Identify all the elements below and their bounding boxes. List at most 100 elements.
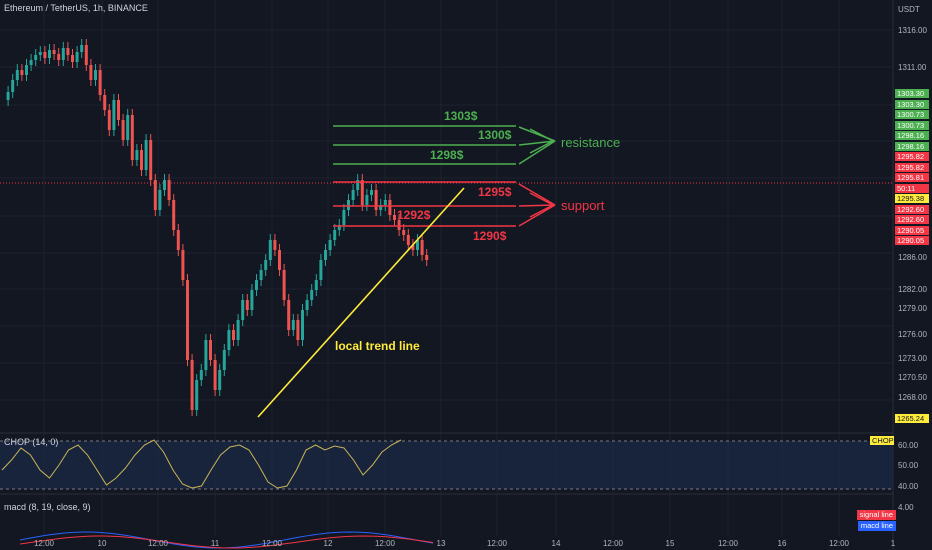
candle[interactable] xyxy=(222,350,226,370)
candle[interactable] xyxy=(66,48,70,55)
candle[interactable] xyxy=(333,230,337,240)
macd-line[interactable] xyxy=(19,531,434,549)
candle[interactable] xyxy=(393,215,396,220)
candle[interactable] xyxy=(80,45,84,52)
candle[interactable] xyxy=(259,270,263,280)
candle[interactable] xyxy=(383,200,387,205)
candle[interactable] xyxy=(232,330,235,340)
candle[interactable] xyxy=(57,54,61,60)
candle[interactable] xyxy=(425,255,429,260)
macd-indicator-label[interactable]: macd (8, 19, close, 9) xyxy=(4,502,91,512)
candle[interactable] xyxy=(103,95,107,110)
candle[interactable] xyxy=(20,70,24,75)
candle[interactable] xyxy=(167,180,171,200)
resistance-lines[interactable] xyxy=(333,125,556,165)
candle[interactable] xyxy=(236,320,240,340)
candle[interactable] xyxy=(112,100,116,130)
candle[interactable] xyxy=(278,250,281,270)
signal-line[interactable] xyxy=(19,535,434,549)
candle[interactable] xyxy=(126,115,130,140)
candle[interactable] xyxy=(6,92,10,100)
candle[interactable] xyxy=(121,120,125,140)
candle[interactable] xyxy=(342,210,346,225)
candle[interactable] xyxy=(227,330,231,350)
candle[interactable] xyxy=(287,300,291,330)
candle[interactable] xyxy=(296,320,300,340)
candle[interactable] xyxy=(172,200,176,230)
candle[interactable] xyxy=(130,115,134,160)
candle[interactable] xyxy=(144,140,148,170)
candle[interactable] xyxy=(190,360,194,410)
candle[interactable] xyxy=(273,240,277,250)
candle[interactable] xyxy=(379,205,383,210)
candle[interactable] xyxy=(75,52,79,62)
candle[interactable] xyxy=(351,190,355,200)
candle[interactable] xyxy=(181,250,185,280)
candle[interactable] xyxy=(347,200,350,210)
candle[interactable] xyxy=(158,190,162,210)
candle[interactable] xyxy=(94,70,97,80)
support-lines[interactable] xyxy=(333,181,556,227)
candle[interactable] xyxy=(195,380,199,410)
candle[interactable] xyxy=(84,45,88,65)
candle[interactable] xyxy=(176,230,180,250)
candle[interactable] xyxy=(241,300,245,320)
candle[interactable] xyxy=(388,200,392,215)
candle[interactable] xyxy=(204,340,208,370)
candle[interactable] xyxy=(305,300,309,310)
candle[interactable] xyxy=(43,52,47,58)
candle[interactable] xyxy=(15,70,19,80)
candle[interactable] xyxy=(291,320,295,330)
candle[interactable] xyxy=(301,310,304,340)
candle[interactable] xyxy=(209,340,212,360)
candle[interactable] xyxy=(218,370,222,390)
candle[interactable] xyxy=(140,150,143,170)
candle[interactable] xyxy=(337,225,341,230)
candle[interactable] xyxy=(264,260,268,270)
candle[interactable] xyxy=(245,300,249,310)
chop-indicator-label[interactable]: CHOP (14, 0) xyxy=(4,437,59,447)
candle[interactable] xyxy=(356,180,360,190)
candle[interactable] xyxy=(310,290,314,300)
chop-line[interactable] xyxy=(1,439,402,489)
candle[interactable] xyxy=(250,290,254,310)
candle[interactable] xyxy=(107,110,111,130)
candle[interactable] xyxy=(71,55,74,62)
candle[interactable] xyxy=(149,140,153,180)
candle[interactable] xyxy=(319,260,323,280)
candlestick-series[interactable] xyxy=(6,39,429,416)
candle[interactable] xyxy=(29,60,33,65)
candle[interactable] xyxy=(268,240,272,260)
candle[interactable] xyxy=(89,65,93,80)
candle[interactable] xyxy=(324,250,327,260)
candle[interactable] xyxy=(61,48,65,60)
candle[interactable] xyxy=(153,180,157,210)
candle[interactable] xyxy=(48,50,51,58)
candle[interactable] xyxy=(38,52,42,55)
candle[interactable] xyxy=(135,150,139,160)
candle[interactable] xyxy=(314,280,318,290)
candle[interactable] xyxy=(52,50,56,54)
candle[interactable] xyxy=(163,180,166,190)
candle[interactable] xyxy=(370,190,373,195)
candle[interactable] xyxy=(255,280,258,290)
candle[interactable] xyxy=(25,65,28,75)
candle[interactable] xyxy=(374,190,378,210)
candle[interactable] xyxy=(406,235,410,245)
candle[interactable] xyxy=(328,240,332,250)
candle[interactable] xyxy=(365,195,369,205)
candle[interactable] xyxy=(402,230,406,235)
candle[interactable] xyxy=(411,245,415,250)
candle[interactable] xyxy=(360,180,364,205)
candle[interactable] xyxy=(11,80,15,92)
candle[interactable] xyxy=(282,270,286,300)
candle[interactable] xyxy=(420,240,424,255)
candle[interactable] xyxy=(117,100,120,120)
candle[interactable] xyxy=(199,370,203,380)
trend-line[interactable] xyxy=(257,187,465,418)
candle[interactable] xyxy=(186,280,189,360)
candle[interactable] xyxy=(98,70,102,95)
candle[interactable] xyxy=(397,220,401,230)
candle[interactable] xyxy=(213,360,217,390)
